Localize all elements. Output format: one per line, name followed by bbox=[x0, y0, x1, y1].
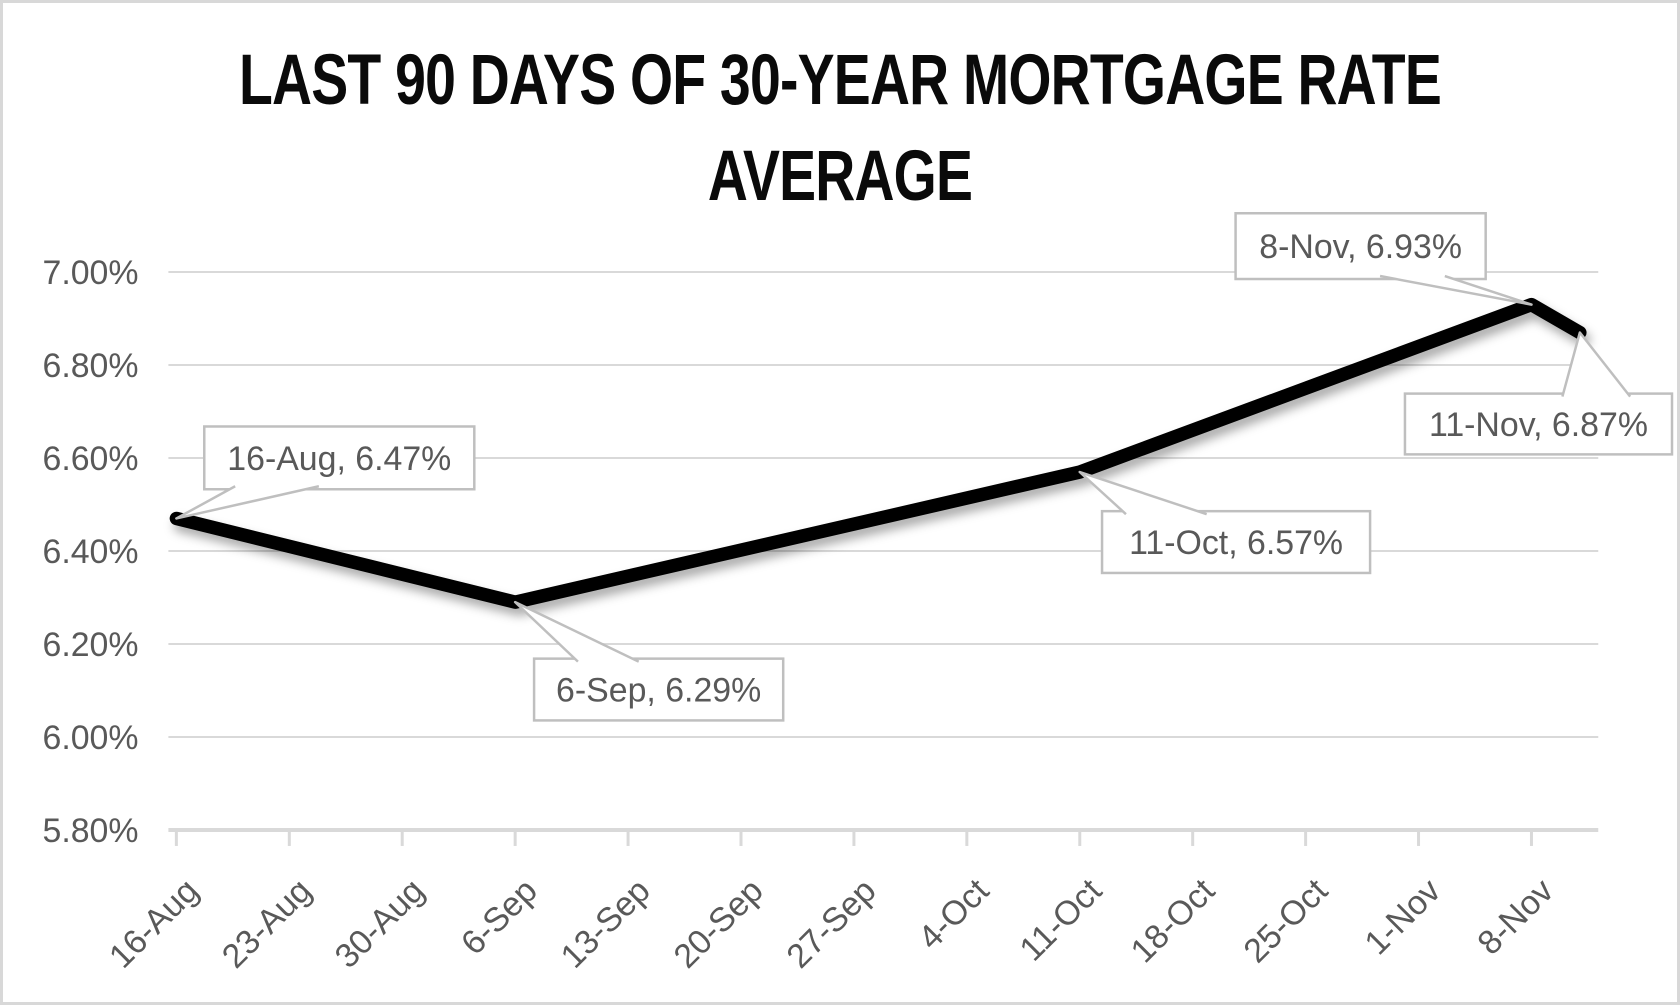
data-label-callout-box bbox=[203, 425, 476, 491]
data-label-callout-box bbox=[1100, 509, 1372, 575]
data-label-callout-box bbox=[1403, 392, 1674, 456]
x-axis-tick-label: 30-Aug bbox=[328, 872, 432, 976]
data-label-text: 16-Aug, 6.47% bbox=[227, 440, 451, 478]
x-axis-tick-label: 25-Oct bbox=[1236, 871, 1335, 970]
y-axis-tick-label: 6.00% bbox=[42, 719, 138, 757]
data-label-callout-box bbox=[1234, 212, 1487, 281]
data-label-leader-wedge bbox=[1078, 470, 1208, 516]
x-axis-tick-label: 4-Oct bbox=[911, 871, 997, 957]
x-axis-tick-label: 23-Aug bbox=[215, 872, 319, 976]
x-axis-tick-label: 20-Sep bbox=[666, 872, 770, 976]
data-label-leader-wedge bbox=[1379, 274, 1533, 306]
y-axis-tick-label: 6.40% bbox=[42, 533, 138, 571]
data-label-callout-box bbox=[532, 657, 785, 722]
y-axis-tick-label: 6.60% bbox=[42, 440, 138, 478]
x-axis-tick-label: 16-Aug bbox=[102, 872, 206, 976]
data-label-leader-wedge bbox=[1561, 331, 1632, 398]
data-label-text: 11-Nov, 6.87% bbox=[1429, 406, 1648, 444]
x-axis-tick-label: 18-Oct bbox=[1124, 871, 1223, 970]
x-axis-tick-label: 27-Sep bbox=[779, 872, 883, 976]
y-axis-tick-label: 5.80% bbox=[42, 812, 138, 850]
x-axis-tick-label: 1-Nov bbox=[1357, 872, 1448, 963]
x-axis-tick-label: 11-Oct bbox=[1012, 871, 1109, 968]
data-label-text: 8-Nov, 6.93% bbox=[1259, 228, 1462, 266]
y-axis-tick-label: 7.00% bbox=[42, 254, 138, 292]
chart-title: LAST 90 DAYS OF 30-YEAR MORTGAGE RATE AV… bbox=[238, 41, 1442, 216]
data-label-leader-wedge bbox=[513, 600, 640, 663]
y-axis-tick-label: 6.20% bbox=[42, 626, 138, 664]
y-axis-tick-label: 6.80% bbox=[42, 347, 138, 385]
data-label-leader-wedge bbox=[175, 485, 320, 520]
x-axis-tick-label: 8-Nov bbox=[1470, 872, 1561, 963]
mortgage-rate-line-chart: 7.00% 6.80% 6.60% 6.40% 6.20% 6.00% 5.80% 16-Au… bbox=[42, 212, 1674, 976]
x-axis-tick-label: 6-Sep bbox=[454, 872, 545, 963]
x-axis-tick-label: 13-Sep bbox=[554, 872, 658, 976]
data-label-text: 6-Sep, 6.29% bbox=[556, 671, 761, 709]
data-label-text: 11-Oct, 6.57% bbox=[1129, 524, 1343, 562]
